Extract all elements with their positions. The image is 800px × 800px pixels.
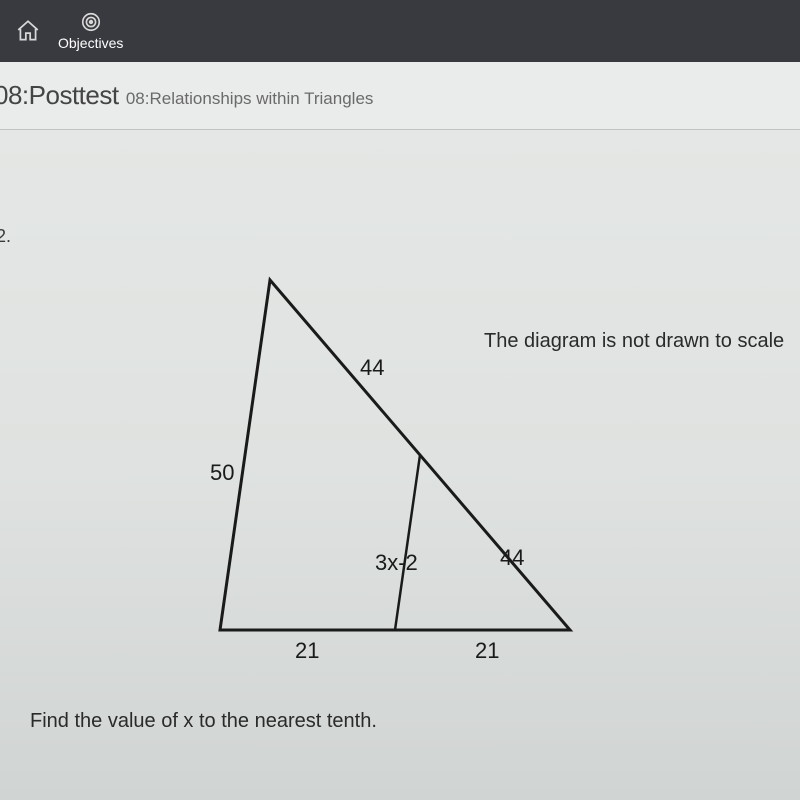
svg-text:21: 21 [295,638,319,663]
home-button[interactable] [10,13,46,49]
question-prompt: Find the value of x to the nearest tenth… [30,710,377,733]
objectives-button[interactable]: Objectives [58,11,123,51]
lesson-prefix: 08: [0,80,29,110]
triangle-diagram: 44503x-2442121 [140,280,600,640]
svg-text:44: 44 [360,355,384,380]
objectives-label: Objectives [58,35,123,51]
svg-text:44: 44 [500,545,524,570]
top-nav-bar: Objectives [0,0,800,62]
svg-text:21: 21 [475,638,499,663]
svg-text:3x-2: 3x-2 [375,550,418,575]
lesson-header: 08:Posttest 08:Relationships within Tria… [0,62,800,130]
svg-text:50: 50 [210,460,234,485]
lesson-title: 08:Posttest 08:Relationships within Tria… [0,80,800,111]
question-content: 2. The diagram is not drawn to scale 445… [0,130,800,800]
lesson-subtitle: 08:Relationships within Triangles [126,89,374,108]
lesson-title-text: Posttest [29,80,119,110]
target-icon [80,11,102,33]
home-icon [15,18,41,44]
question-number: 2. [0,226,11,247]
